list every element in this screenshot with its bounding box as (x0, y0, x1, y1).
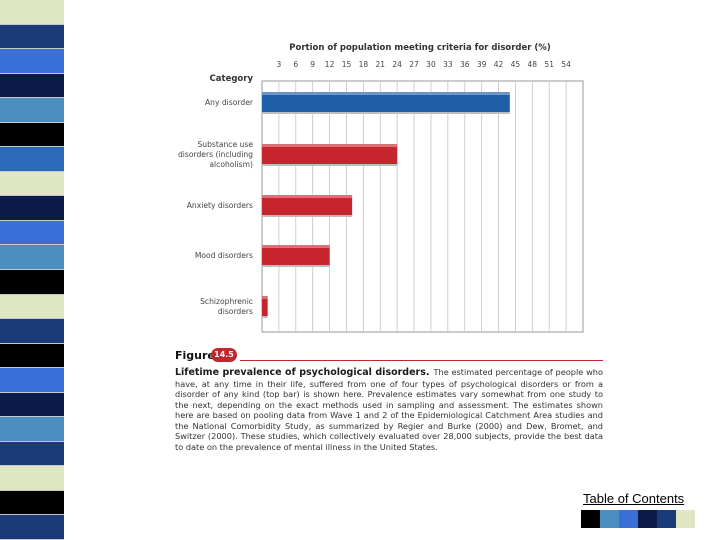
stripe-block (0, 122, 64, 148)
x-tick-label: 36 (460, 60, 470, 69)
category-label: disorders (including (178, 150, 253, 159)
figure-label: Figure (175, 349, 215, 362)
category-label: Mood disorders (195, 251, 253, 260)
x-tick-label: 9 (310, 60, 315, 69)
stripe-block (0, 147, 64, 172)
x-tick-label: 27 (409, 60, 419, 69)
stripe-block (0, 441, 64, 467)
bar-any-disorder (262, 92, 510, 112)
x-tick-label: 42 (494, 60, 504, 69)
category-label: alcoholism) (209, 160, 253, 169)
x-tick-label: 3 (277, 60, 282, 69)
x-tick-label: 39 (477, 60, 487, 69)
x-tick-label: 12 (325, 60, 335, 69)
stripe-block (0, 368, 64, 393)
stripe-block (0, 466, 64, 491)
category-label: disorders (218, 307, 253, 316)
category-label: Any disorder (205, 98, 254, 107)
table-of-contents-link[interactable]: Table of Contents (583, 491, 685, 506)
stripe-block (0, 319, 64, 344)
x-tick-label: 6 (293, 60, 298, 69)
x-tick-label: 24 (392, 60, 402, 69)
stripe-block (0, 417, 64, 442)
x-tick-label: 45 (511, 60, 521, 69)
bar (262, 195, 353, 215)
caption-title: Lifetime prevalence of psychological dis… (175, 367, 430, 378)
figure-rule (240, 360, 603, 361)
color-swatch (619, 510, 638, 528)
x-tick-label: 21 (375, 60, 385, 69)
left-decorative-stripe (0, 0, 64, 540)
stripe-block (0, 24, 64, 50)
x-tick-label: 30 (426, 60, 436, 69)
chart-title: Portion of population meeting criteria f… (289, 43, 551, 53)
bar-highlight (262, 144, 398, 147)
stripe-block (0, 73, 64, 99)
color-swatch (600, 510, 619, 528)
stripe-block (0, 49, 64, 74)
stripe-block (0, 294, 64, 320)
stripe-block (0, 196, 64, 221)
bar (262, 296, 268, 316)
caption-body: The estimated percentage of people who h… (175, 367, 603, 452)
x-tick-label: 18 (359, 60, 369, 69)
bar-highlight (262, 92, 510, 95)
stripe-block (0, 515, 64, 540)
color-swatch (657, 510, 676, 528)
color-swatches (581, 510, 714, 528)
stripe-block (0, 0, 64, 25)
stripe-block (0, 245, 64, 271)
stripe-block (0, 220, 64, 246)
color-swatch (695, 510, 714, 528)
bar-highlight (262, 296, 268, 299)
stripe-block (0, 392, 64, 418)
category-label: Anxiety disorders (187, 201, 253, 210)
bar-highlight (262, 195, 353, 198)
stripe-block (0, 490, 64, 516)
stripe-block (0, 270, 64, 295)
stripe-block (0, 171, 64, 197)
color-swatch (638, 510, 657, 528)
bar (262, 245, 330, 265)
stripe-block (0, 343, 64, 369)
category-header: Category (210, 74, 254, 84)
x-tick-label: 51 (544, 60, 554, 69)
bar (262, 144, 398, 164)
x-tick-label: 15 (342, 60, 352, 69)
x-tick-label: 33 (443, 60, 453, 69)
x-tick-label: 48 (528, 60, 538, 69)
prevalence-bar-chart: Portion of population meeting criteria f… (178, 43, 584, 333)
color-swatch (581, 510, 600, 528)
color-swatch (676, 510, 695, 528)
bar-highlight (262, 245, 330, 248)
x-tick-label: 54 (561, 60, 571, 69)
category-label: Schizophrenic (200, 297, 253, 306)
figure-caption: Lifetime prevalence of psychological dis… (175, 367, 603, 452)
category-label: Substance use (197, 140, 253, 149)
stripe-block (0, 98, 64, 123)
figure-number-badge: 14.5 (211, 348, 237, 362)
